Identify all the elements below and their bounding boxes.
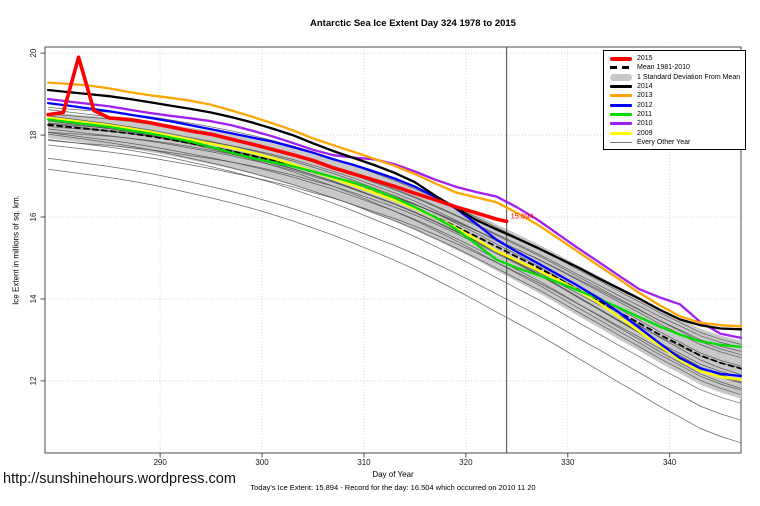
legend-swatch-2011 <box>610 112 632 116</box>
legend-swatch-2013 <box>610 94 632 98</box>
series-line-2011 <box>46 118 743 349</box>
legend-label-mean-1981-2010: Mean 1981-2010 <box>637 64 690 72</box>
x-tick-label: 340 <box>663 458 677 467</box>
series-line-2015 <box>46 55 509 224</box>
every-other-year-line <box>48 140 742 378</box>
every-other-year-line <box>48 157 742 421</box>
series-line-2014 <box>46 88 743 331</box>
every-other-year-line <box>48 131 742 369</box>
series-line-2009 <box>46 116 743 381</box>
legend-item-2013: 2013 <box>610 91 745 100</box>
legend-swatch-every-other-year <box>610 141 632 143</box>
legend-label-2010: 2010 <box>637 120 653 128</box>
legend-swatch-2009 <box>610 131 632 135</box>
legend-item-2015: 2015 <box>610 54 745 63</box>
legend-item-mean-1981-2010: Mean 1981-2010 <box>610 63 745 72</box>
legend-label-1-standard-deviation-from-mean: 1 Standard Deviation From Mean <box>637 73 741 81</box>
x-tick-label: 290 <box>153 458 167 467</box>
y-tick-label: 12 <box>29 376 38 385</box>
every-other-year-line <box>48 132 742 389</box>
legend-label-2009: 2009 <box>637 129 653 137</box>
x-tick-label: 300 <box>255 458 269 467</box>
x-axis-title: Day of Year <box>372 470 414 479</box>
legend-label-2014: 2014 <box>637 83 653 91</box>
watermark-url: http://sunshinehours.wordpress.com <box>3 471 236 487</box>
every-other-year-line <box>48 168 742 444</box>
series-line-2012 <box>46 101 743 378</box>
every-other-year-line <box>48 107 742 345</box>
every-other-year-line <box>48 144 742 384</box>
legend-item-2010: 2010 <box>610 119 745 128</box>
x-tick-label: 320 <box>459 458 473 467</box>
y-tick-label: 14 <box>29 294 38 303</box>
legend-swatch-2010 <box>610 122 632 126</box>
legend-label-2012: 2012 <box>637 101 653 109</box>
legend: 2015 Mean 1981-2010 1 Standard Deviation F… <box>603 50 746 150</box>
y-tick-label: 16 <box>29 212 38 221</box>
legend-swatch-2015 <box>610 56 632 61</box>
legend-item-1-standard-deviation-from-mean: 1 Standard Deviation From Mean <box>610 73 745 82</box>
series-line-2013 <box>46 81 743 328</box>
legend-swatch-2014 <box>610 85 632 89</box>
legend-label-2015: 2015 <box>637 55 653 63</box>
every-other-year-line <box>48 139 742 404</box>
plot-box <box>44 46 742 454</box>
legend-item-2014: 2014 <box>610 82 745 91</box>
every-other-year-line <box>48 133 742 396</box>
legend-item-2012: 2012 <box>610 100 745 109</box>
legend-item-every-other-year: Every Other Year <box>610 138 745 147</box>
legend-swatch-mean-1981-2010 <box>610 66 632 70</box>
x-tick-label: 310 <box>357 458 371 467</box>
every-other-year-line <box>48 120 742 391</box>
legend-item-2011: 2011 <box>610 110 745 119</box>
x-tick-label: 330 <box>561 458 575 467</box>
legend-label-every-other-year: Every Other Year <box>637 138 691 146</box>
y-tick-label: 18 <box>29 130 38 139</box>
ice-extent-annotation: 15.894 <box>511 211 534 220</box>
series-line-2010 <box>46 97 743 340</box>
legend-swatch-2012 <box>610 103 632 107</box>
legend-label-2013: 2013 <box>637 92 653 100</box>
legend-swatch-1-standard-deviation-from-mean <box>610 73 632 81</box>
legend-label-2011: 2011 <box>637 110 653 118</box>
caption-text: Today's Ice Extent: 15.894 - Record for … <box>250 483 536 492</box>
y-axis-title: Ice Extent in millions of sq. km. <box>11 195 21 305</box>
chart-title: Antarctic Sea Ice Extent Day 324 1978 to… <box>310 18 516 29</box>
legend-item-2009: 2009 <box>610 128 745 137</box>
y-tick-label: 20 <box>29 48 38 57</box>
